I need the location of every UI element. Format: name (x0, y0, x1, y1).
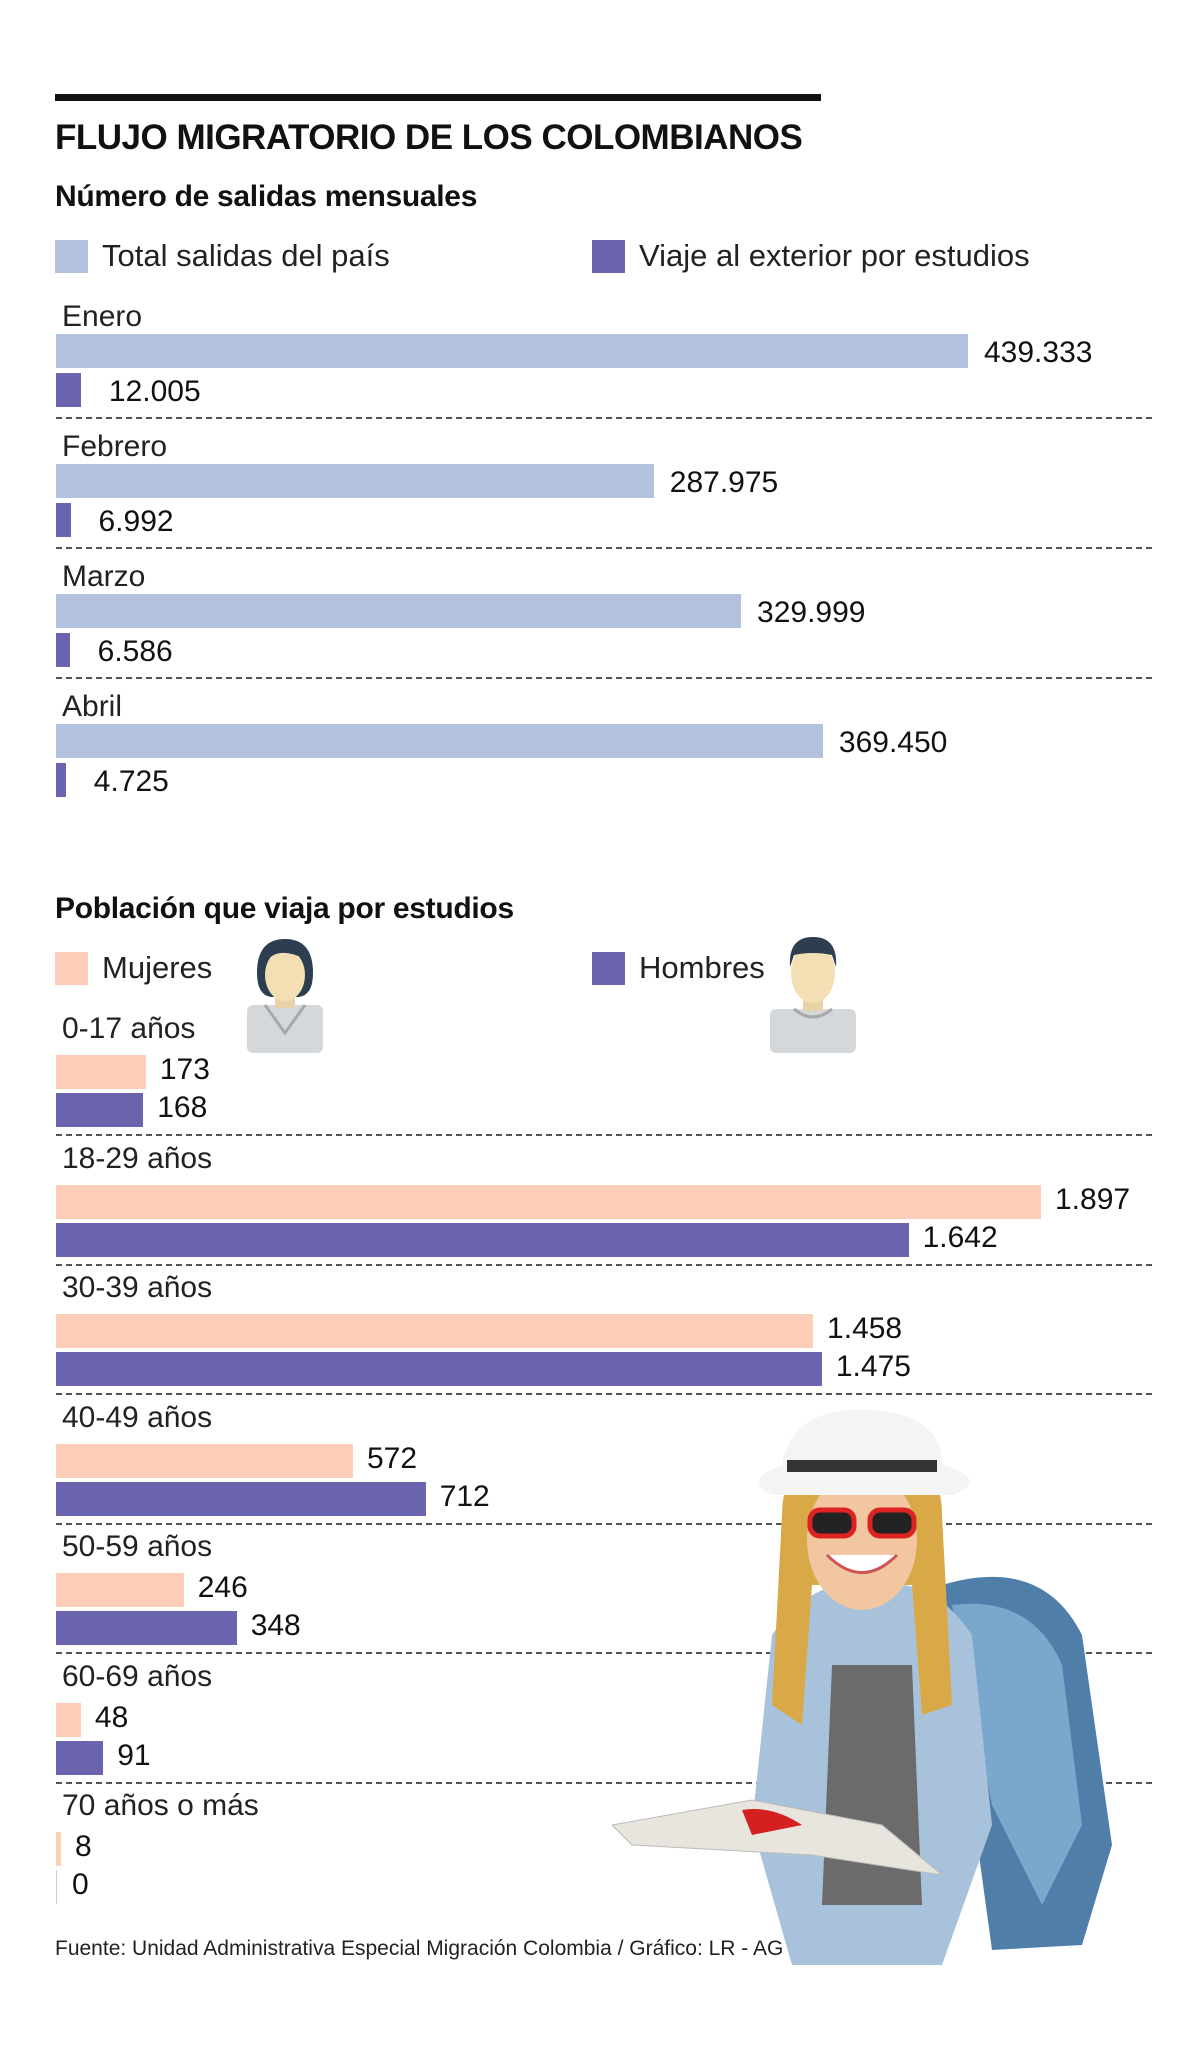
bar-total-salidas (56, 334, 968, 368)
row-separator (56, 1522, 1152, 1525)
value-label: 4.725 (93, 765, 169, 798)
category-label: 30-39 años (62, 1271, 213, 1304)
row-separator (56, 417, 1152, 419)
bar-hombres (56, 1870, 57, 1904)
legend-swatch-hombres (592, 951, 625, 985)
value-label: 48 (94, 1700, 129, 1734)
bar-hombres (56, 1352, 822, 1386)
value-label: 369.450 (838, 726, 948, 759)
male-avatar-icon (770, 937, 856, 1053)
bar-hombres (56, 1740, 104, 1775)
category-label: 0-17 años (62, 1012, 196, 1045)
legend-label-hombres: Hombres (639, 950, 765, 985)
bar-hombres (56, 1222, 909, 1257)
value-label: 1.642 (922, 1220, 998, 1254)
bar-viaje-estudios (56, 763, 66, 797)
value-label: 12.005 (108, 375, 201, 408)
category-label: Enero (62, 300, 143, 333)
legend-total: Total salidas del país (55, 238, 390, 274)
value-label: 572 (367, 1441, 418, 1475)
bar-mujeres (56, 1184, 1041, 1219)
row-separator (56, 1781, 1152, 1784)
value-label: 1.475 (835, 1350, 911, 1383)
value-label: 712 (439, 1479, 490, 1513)
value-label: 6.992 (98, 505, 174, 538)
traveler-photo (612, 1409, 1112, 1965)
legend-label-mujeres: Mujeres (102, 950, 213, 985)
bar-mujeres (56, 1314, 814, 1348)
category-label: 40-49 años (62, 1400, 213, 1434)
legend-label-total: Total salidas del país (102, 238, 390, 273)
legend-swatch-mujeres (55, 951, 88, 985)
row-separator (56, 677, 1152, 679)
legend-swatch-total (55, 239, 88, 273)
value-label: 1.458 (827, 1312, 903, 1345)
row-separator (56, 1652, 1152, 1654)
value-label: 1.897 (1055, 1182, 1131, 1216)
chart1-title: Número de salidas mensuales (55, 180, 478, 213)
bar-mujeres (56, 1055, 146, 1089)
value-label: 287.975 (669, 466, 779, 499)
value-label: 91 (117, 1738, 151, 1772)
bar-mujeres (56, 1573, 184, 1607)
title-rule (55, 94, 821, 101)
value-label: 168 (157, 1091, 208, 1124)
bar-total-salidas (56, 464, 654, 498)
bar-viaje-estudios (56, 503, 71, 537)
bar-mujeres (56, 1702, 81, 1737)
female-avatar-icon (247, 939, 323, 1053)
bar-total-salidas (56, 594, 742, 628)
value-label: 348 (250, 1609, 301, 1642)
category-label: Febrero (62, 430, 168, 463)
category-label: 18-29 años (62, 1141, 213, 1175)
source-footer: Fuente: Unidad Administrativa Especial M… (55, 1937, 784, 1960)
value-label: 246 (197, 1571, 248, 1604)
category-label: 50-59 años (62, 1530, 213, 1563)
bar-viaje-estudios (56, 633, 70, 667)
legend-mujeres: Mujeres (55, 950, 212, 986)
legend-estudios: Viaje al exterior por estudios (592, 238, 1030, 274)
row-separator (56, 547, 1152, 549)
bar-mujeres (56, 1832, 61, 1866)
bar-viaje-estudios (56, 373, 81, 407)
legend-label-estudios: Viaje al exterior por estudios (639, 238, 1030, 273)
bar-total-salidas (56, 724, 823, 758)
bar-hombres (56, 1481, 426, 1516)
legend-swatch-estudios (592, 239, 625, 273)
bar-mujeres (56, 1443, 353, 1478)
legend-hombres: Hombres (592, 950, 765, 986)
bar-hombres (56, 1093, 144, 1127)
category-label: Marzo (62, 560, 146, 593)
bar-hombres (56, 1611, 237, 1645)
value-label: 8 (75, 1830, 92, 1863)
value-label: 173 (159, 1053, 210, 1086)
row-separator (56, 1393, 1152, 1395)
value-label: 329.999 (757, 596, 866, 629)
value-label: 0 (72, 1868, 89, 1901)
value-label: 439.333 (984, 336, 1093, 369)
row-separator (56, 1134, 1152, 1136)
value-label: 6.586 (97, 635, 173, 668)
category-label: 60-69 años (62, 1659, 213, 1693)
category-label: Abril (62, 690, 123, 723)
row-separator (56, 1263, 1152, 1266)
chart2-title: Población que viaja por estudios (55, 892, 514, 925)
category-label: 70 años o más (62, 1789, 259, 1822)
page-title: FLUJO MIGRATORIO DE LOS COLOMBIANOS (55, 118, 803, 157)
